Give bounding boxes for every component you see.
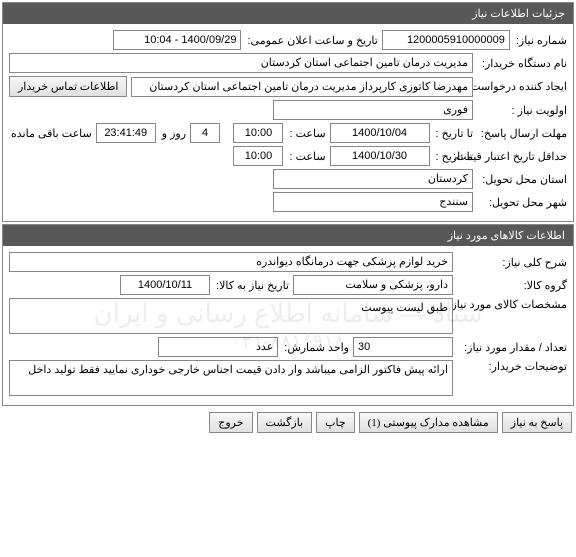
delivery-city-label: شهر محل تحویل: xyxy=(477,196,567,209)
announce-date-value: 1400/09/29 - 10:04 xyxy=(113,30,241,50)
request-creator-label: ایجاد کننده درخواست: xyxy=(477,80,567,93)
reply-time-value: 10:00 xyxy=(233,123,283,143)
delivery-city-value: سنندج xyxy=(273,192,473,212)
need-by-date-value: 1400/10/11 xyxy=(120,275,210,295)
time-remain-label: ساعت باقی مانده xyxy=(9,127,92,140)
price-to-date-label: تا تاریخ : xyxy=(434,150,473,163)
request-creator-value: مهدرضا کاتوزی کارپرداز مدیریت درمان تامی… xyxy=(131,77,473,97)
days-remaining-value: 4 xyxy=(190,123,220,143)
general-desc-value: خرید لوازم پزشکی جهت درمانگاه دیواندره xyxy=(9,252,453,272)
goods-header: اطلاعات کالاهای مورد نیاز xyxy=(3,225,573,246)
view-attachments-button[interactable]: مشاهده مدارک پیوستی (1) xyxy=(359,412,498,433)
need-details-header: جزئیات اطلاعات نیاز xyxy=(3,3,573,24)
goods-group-value: دارو، پزشکی و سلامت xyxy=(293,275,453,295)
goods-panel: اطلاعات کالاهای مورد نیاز ستاد — سامانه … xyxy=(2,224,574,406)
goods-spec-label: مشخصات کالای مورد نیاز: xyxy=(457,298,567,311)
reply-to-date-value: 1400/10/04 xyxy=(330,123,430,143)
price-time-label: ساعت : xyxy=(287,150,325,163)
action-button-row: پاسخ به نیاز مشاهده مدارک پیوستی (1) چاپ… xyxy=(0,408,576,437)
need-no-label: شماره نیاز: xyxy=(514,34,567,47)
reply-button[interactable]: پاسخ به نیاز xyxy=(502,412,572,433)
need-by-date-label: تاریخ نیاز به کالا: xyxy=(214,279,289,292)
delivery-province-value: کردستان xyxy=(273,169,473,189)
need-details-panel: جزئیات اطلاعات نیاز شماره نیاز: 12000059… xyxy=(2,2,574,222)
reply-deadline-label: مهلت ارسال پاسخ: xyxy=(477,127,567,140)
priority-label: اولویت نیاز : xyxy=(477,104,567,117)
print-button[interactable]: چاپ xyxy=(316,412,355,433)
qty-label: تعداد / مقدار مورد نیاز: xyxy=(457,341,567,354)
price-valid-label: حداقل تاریخ اعتبار قیمت: xyxy=(477,150,567,163)
buyer-org-label: نام دستگاه خریدار: xyxy=(477,57,567,70)
back-button[interactable]: بازگشت xyxy=(257,412,313,433)
buyer-notes-label: توضیحات خریدار: xyxy=(457,360,567,373)
price-to-date-value: 1400/10/30 xyxy=(330,146,430,166)
goods-group-label: گروه کالا: xyxy=(457,279,567,292)
countdown-value: 23:41:49 xyxy=(96,123,156,143)
need-details-body: شماره نیاز: 1200005910000009 تاریخ و ساع… xyxy=(3,24,573,221)
priority-value: فوری xyxy=(273,100,473,120)
qty-value: 30 xyxy=(353,337,453,357)
need-no-value: 1200005910000009 xyxy=(382,30,510,50)
price-time-value: 10:00 xyxy=(233,146,283,166)
exit-button[interactable]: خروج xyxy=(209,412,252,433)
goods-spec-value: طبق لیست پیوست xyxy=(9,298,453,334)
reply-to-date-label: تا تاریخ : xyxy=(434,127,473,140)
buyer-notes-value: ارائه پیش فاکتور الزامی میباشد وار دادن … xyxy=(9,360,453,396)
unit-label: واحد شمارش: xyxy=(282,341,349,354)
buyer-org-value: مدیریت درمان تامین اجتماعی استان کردستان xyxy=(9,53,473,73)
goods-body: ستاد — سامانه اطلاع رسانی و ایران ۰۲۱-۸۸… xyxy=(3,246,573,405)
buyer-contact-button[interactable]: اطلاعات تماس خریدار xyxy=(9,76,127,97)
delivery-province-label: استان محل تحویل: xyxy=(477,173,567,186)
announce-date-label: تاریخ و ساعت اعلان عمومی: xyxy=(245,34,377,47)
general-desc-label: شرح کلی نیاز: xyxy=(457,256,567,269)
unit-value: عدد xyxy=(158,337,278,357)
reply-time-label: ساعت : xyxy=(287,127,325,140)
days-and-label: روز و xyxy=(160,127,186,140)
